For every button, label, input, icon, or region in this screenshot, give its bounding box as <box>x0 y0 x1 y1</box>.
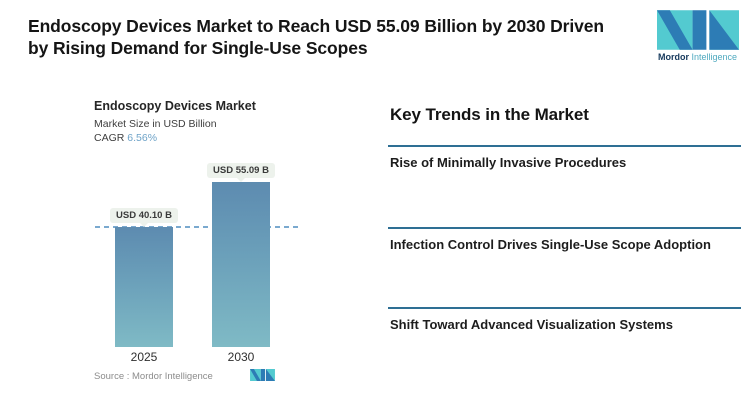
source-note: Source : Mordor Intelligence <box>94 371 213 382</box>
page-title: Endoscopy Devices Market to Reach USD 55… <box>28 15 648 59</box>
reference-dashed-line <box>95 226 298 228</box>
trend-item-3: Shift Toward Advanced Visualization Syst… <box>388 307 741 333</box>
axis-label-2030: 2030 <box>227 350 255 364</box>
brand-name: Mordor Intelligence <box>655 52 740 62</box>
brand-name-primary: Mordor <box>657 52 689 62</box>
value-label-2025: USD 40.10 B <box>110 208 178 227</box>
trend-item-1-label: Rise of Minimally Invasive Procedures <box>390 155 627 170</box>
chart-bar-2025 <box>115 227 173 347</box>
axis-label-2025: 2025 <box>130 350 158 364</box>
mordor-logo-icon <box>656 10 739 50</box>
mordor-logo-mark-icon <box>250 369 275 381</box>
chart-subtitle: Market Size in USD Billion <box>94 118 217 130</box>
value-label-2030: USD 55.09 B <box>207 163 275 182</box>
trend-item-1: Rise of Minimally Invasive Procedures <box>388 145 741 171</box>
page-title-line1: Endoscopy Devices Market to Reach USD 55… <box>28 16 604 36</box>
page-title-line2: by Rising Demand for Single-Use Scopes <box>28 38 368 58</box>
trend-item-3-label: Shift Toward Advanced Visualization Syst… <box>390 317 673 332</box>
brand-name-secondary: Intelligence <box>691 52 738 62</box>
cagr-label: CAGR <box>94 132 125 144</box>
chart-bar-2030 <box>212 182 270 347</box>
trend-item-2: Infection Control Drives Single-Use Scop… <box>388 227 741 253</box>
key-trends-heading: Key Trends in the Market <box>390 105 589 124</box>
cagr-value: 6.56% <box>127 132 158 144</box>
chart-cagr: CAGR 6.56% <box>94 132 157 144</box>
brand-logo: Mordor Intelligence <box>655 10 740 62</box>
chart-title: Endoscopy Devices Market <box>94 99 256 113</box>
trend-item-2-label: Infection Control Drives Single-Use Scop… <box>390 237 711 252</box>
